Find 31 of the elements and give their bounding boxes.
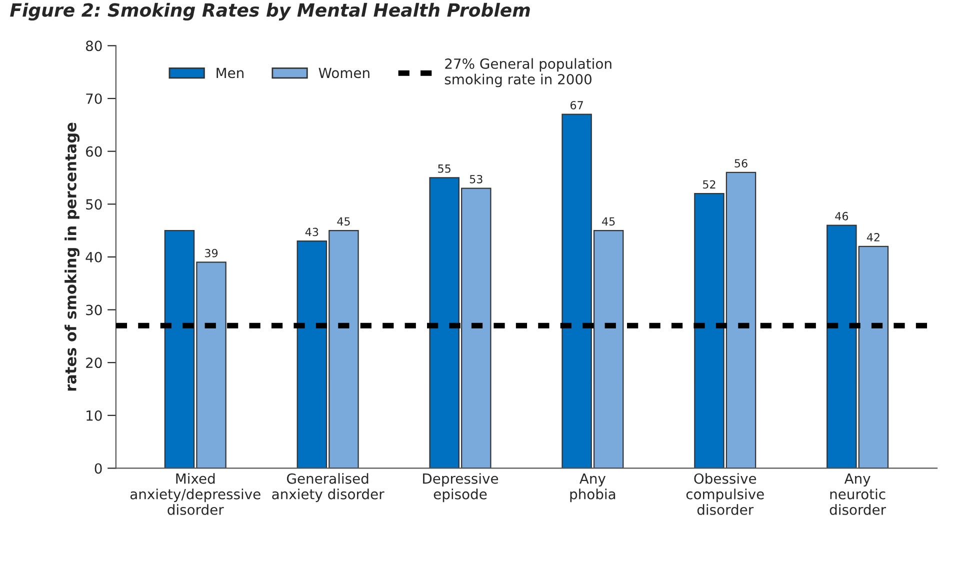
x-tick-label: Any phobia xyxy=(570,474,616,502)
y-tick-label: 20 xyxy=(86,358,102,368)
y-tick-label: 80 xyxy=(86,40,102,52)
y-tick-label: 70 xyxy=(86,93,102,104)
legend-label: Women xyxy=(318,68,370,78)
data-label: 43 xyxy=(305,228,318,236)
data-label: 42 xyxy=(866,233,880,242)
x-tick-label: Generalised anxiety disorder xyxy=(272,473,384,502)
chart-title: Figure 2: Smoking Rates by Mental Health Problem xyxy=(10,2,530,20)
legend-label: 27% General population smoking rate in 2000 xyxy=(444,58,612,88)
y-tick-label: 60 xyxy=(86,146,102,157)
y-tick-label: 10 xyxy=(86,410,102,421)
data-label: 53 xyxy=(470,174,482,184)
x-tick-label: Any neurotic disorder xyxy=(830,474,886,515)
data-label: 39 xyxy=(205,248,218,258)
x-tick-label: Obessive compulsive disorder xyxy=(686,473,764,515)
legend-label: Men xyxy=(216,68,244,78)
data-label: 55 xyxy=(438,164,450,173)
data-label: 52 xyxy=(703,180,716,189)
data-label: 46 xyxy=(835,212,848,220)
data-label: 45 xyxy=(602,217,615,226)
y-tick-label: 50 xyxy=(86,199,102,210)
x-tick-label: Mixed anxiety/depressive disorder xyxy=(130,473,260,515)
x-tick-label: Depressive episode xyxy=(423,473,498,502)
y-tick-label: 30 xyxy=(86,304,102,316)
y-tick-label: 0 xyxy=(94,463,102,474)
data-label: 45 xyxy=(337,217,350,226)
y-tick-label: 40 xyxy=(86,252,102,262)
data-label: 56 xyxy=(734,159,748,168)
data-label: 67 xyxy=(570,101,583,110)
y-axis-title: rates of smoking in percentage xyxy=(64,122,80,391)
